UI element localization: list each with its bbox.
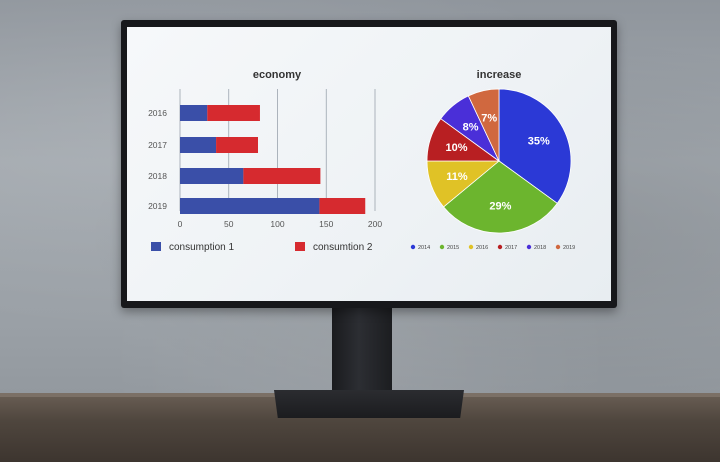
pie-slice-label: 29% — [489, 201, 511, 213]
legend-swatch — [151, 242, 161, 251]
pie-legend: 2014 2015 2016 2017 2018 2019 — [410, 244, 575, 251]
pie-legend-label: 2018 — [534, 245, 546, 251]
bar-bars — [180, 105, 366, 214]
category-label: 2017 — [148, 140, 167, 150]
x-tick-label: 50 — [224, 219, 234, 229]
pie-slices — [426, 88, 572, 234]
pie-chart: increase 35%29%11%10%8%7% 2014 2015 2016 20… — [410, 69, 575, 251]
pie-legend-label: 2015 — [447, 245, 459, 251]
bar-segment — [216, 137, 258, 153]
pie-slice — [442, 160, 558, 234]
pie-slice-label: 7% — [481, 112, 497, 124]
legend-swatch — [295, 242, 305, 251]
x-tick-label: 100 — [270, 219, 284, 229]
bar-category-labels: 2016 2017 2018 2019 — [148, 108, 167, 211]
pie-legend-label: 2017 — [505, 245, 517, 251]
bar-x-ticks: 0 50 100 150 200 — [178, 219, 383, 229]
charts-canvas: economy 2016 2017 2018 2019 0 50 100 150 200 co… — [148, 69, 575, 253]
pie-legend-dot — [497, 244, 503, 250]
bar-chart-title: economy — [253, 69, 302, 81]
legend-label: consumtion 2 — [313, 242, 373, 253]
pie-slice — [498, 88, 572, 204]
bar-legend: consumption 1 consumtion 2 — [151, 242, 373, 253]
category-label: 2019 — [148, 201, 167, 211]
pie-legend-label: 2016 — [476, 245, 488, 251]
pie-slice-label: 35% — [528, 136, 550, 148]
pie-legend-dot — [410, 244, 416, 250]
pie-slice-label: 8% — [463, 122, 479, 134]
pie-legend-label: 2014 — [418, 245, 430, 251]
category-label: 2018 — [148, 171, 167, 181]
pie-legend-dot — [555, 244, 561, 250]
monitor-stand-base — [274, 390, 464, 418]
pie-legend-label: 2019 — [563, 245, 575, 251]
monitor-stand-neck — [332, 300, 392, 398]
pie-slice-label: 11% — [446, 171, 468, 183]
bar-segment — [207, 105, 260, 121]
bar-segment — [180, 137, 217, 153]
pie-legend-dot — [439, 244, 445, 250]
pie-labels: 35% 29% 11% 10% 8%7% — [446, 112, 550, 212]
monitor-screen: economy 2016 2017 2018 2019 0 50 100 150 200 co… — [127, 27, 611, 301]
pie-legend-dot — [526, 244, 532, 250]
bar-segment — [319, 198, 366, 214]
bar-segment — [180, 105, 208, 121]
bar-segment — [180, 198, 320, 214]
legend-label: consumption 1 — [169, 242, 234, 253]
bar-segment — [243, 168, 321, 184]
category-label: 2016 — [148, 108, 167, 118]
pie-slice — [467, 88, 500, 162]
bar-segment — [180, 168, 244, 184]
pie-chart-title: increase — [477, 69, 522, 81]
x-tick-label: 0 — [178, 219, 183, 229]
pie-legend-dot — [468, 244, 474, 250]
x-tick-label: 150 — [319, 219, 333, 229]
pie-slice-label: 10% — [446, 142, 468, 154]
x-tick-label: 200 — [368, 219, 382, 229]
bar-chart: economy 2016 2017 2018 2019 0 50 100 150 200 co… — [148, 69, 382, 253]
